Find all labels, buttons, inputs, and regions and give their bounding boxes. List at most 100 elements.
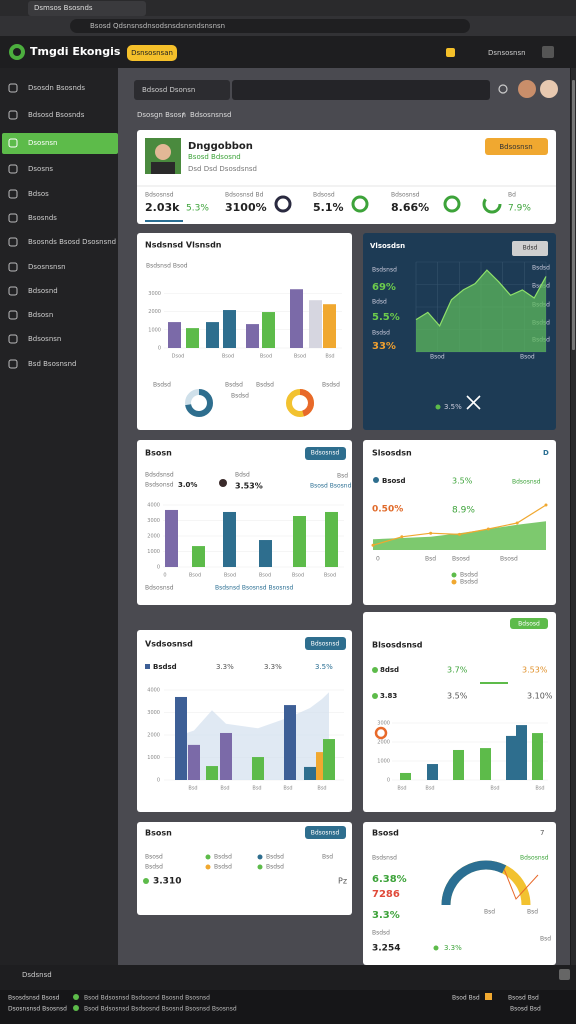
- area-line: [415, 269, 547, 327]
- label: Bsdsnsd Bsosnsd Bsosnsd: [215, 585, 293, 592]
- sidebar-item: Bsosnds: [28, 214, 57, 222]
- label: Dsnsosnsn: [488, 49, 526, 57]
- search-box[interactable]: [134, 80, 230, 100]
- bar: [506, 735, 517, 780]
- label: Nsdsnsd Vlsnsdn: [145, 241, 222, 250]
- bar: [246, 324, 259, 348]
- label: 3.5%: [452, 477, 473, 486]
- dot: [205, 854, 211, 860]
- card: [137, 822, 352, 915]
- profile-button[interactable]: [485, 138, 548, 155]
- label: 0: [376, 556, 380, 563]
- y-tick-label: 4000: [147, 688, 160, 694]
- label: Bdsosnsd Bd: [225, 192, 264, 199]
- label: Bsdsnsd: [372, 855, 397, 862]
- search-icon[interactable]: [498, 84, 508, 94]
- label: Bsosd: [382, 477, 406, 485]
- label: Bsdsd: [231, 393, 249, 400]
- bar: [532, 733, 543, 780]
- label: 3.3%: [216, 663, 234, 671]
- sidebar-active[interactable]: [2, 133, 118, 154]
- dot: [435, 404, 441, 410]
- label: Bsdsd: [214, 864, 232, 871]
- label: Bsosd: [452, 556, 470, 563]
- dot: [219, 479, 227, 487]
- bar: [323, 304, 336, 348]
- label: Bdsosnsd: [311, 450, 340, 457]
- bar: [304, 766, 316, 780]
- logo-icon: [13, 48, 21, 56]
- search-field[interactable]: [232, 80, 490, 100]
- y-tick-label: 0: [157, 565, 160, 571]
- x-tick-label: Bsod: [294, 354, 306, 360]
- tab-underline: [145, 220, 183, 222]
- bar: [262, 312, 275, 348]
- card-button[interactable]: [512, 241, 548, 256]
- card-pill[interactable]: [510, 618, 548, 629]
- icon: [374, 726, 388, 740]
- sidebar-item: Bsosnds Bsosd Dsosnsnd: [28, 238, 116, 246]
- sidebar-icon: [8, 110, 18, 120]
- label: Bdsd: [235, 472, 250, 479]
- scroll-thumb[interactable]: [572, 80, 575, 350]
- sidebar-item: Bdsosnd: [28, 287, 58, 295]
- url-field[interactable]: [70, 19, 470, 33]
- card-button[interactable]: [305, 447, 346, 460]
- x-tick-label: Bsd: [425, 786, 434, 792]
- x-tick-label: Bsd: [283, 786, 292, 792]
- dot: [257, 854, 263, 860]
- label: Bsdsd: [322, 382, 340, 389]
- card-button[interactable]: [305, 826, 346, 839]
- label: Bdsosd: [313, 192, 335, 199]
- bar: [175, 696, 187, 780]
- header-button[interactable]: [127, 45, 177, 61]
- y-tick-label: 2000: [147, 534, 160, 540]
- line-point: [371, 543, 375, 547]
- footer: [0, 990, 576, 1024]
- avatar[interactable]: [540, 80, 558, 98]
- label: 8.66%: [391, 201, 429, 214]
- label: Bsdsd: [532, 265, 550, 272]
- label: Dsmsos Bsosnds: [34, 4, 93, 12]
- label: Bd: [508, 192, 516, 199]
- dot: [205, 864, 211, 870]
- label: Bsdsd: [460, 572, 478, 579]
- label: 2.03k: [145, 201, 180, 214]
- label: 3.310: [153, 877, 181, 887]
- x-tick-label: Bsod: [260, 354, 272, 360]
- label: Bsdsd: [153, 663, 177, 671]
- profile-card: [137, 130, 556, 224]
- bar: [192, 546, 205, 567]
- y-tick-label: 3000: [147, 710, 160, 716]
- label: 7.9%: [508, 204, 531, 214]
- tab[interactable]: [28, 1, 146, 16]
- legend-icon: [145, 664, 150, 669]
- label: Pz: [338, 877, 347, 886]
- label: Bdsd: [523, 245, 538, 252]
- close-icon[interactable]: [466, 395, 481, 410]
- avatar[interactable]: [518, 80, 536, 98]
- line-point: [544, 503, 548, 507]
- sidebar-item: Bsd Bsosnsnd: [28, 360, 76, 368]
- label: 3.0%: [178, 481, 197, 489]
- label: Bdsosd: [518, 621, 540, 628]
- sidebar-icon: [8, 164, 18, 174]
- sidebar-icon: [8, 213, 18, 223]
- sidebar-item: Bdsos: [28, 190, 49, 198]
- footer-icon: [485, 993, 492, 1000]
- dot: [451, 572, 457, 578]
- label: Bsdsd: [214, 854, 232, 861]
- status-icon[interactable]: [559, 969, 570, 980]
- x-tick-label: Bsod: [222, 354, 234, 360]
- label: 33%: [372, 341, 396, 352]
- icon[interactable]: [542, 46, 554, 58]
- card-button[interactable]: [305, 637, 346, 650]
- label: Bsosd Bsd: [508, 995, 539, 1002]
- y-tick-label: 1000: [148, 327, 161, 333]
- line-point: [429, 531, 433, 535]
- label: Bsosdsnsd Bsosd: [8, 995, 60, 1002]
- sidebar-icon: [8, 83, 18, 93]
- bar: [165, 509, 178, 567]
- label: Dsd Dsd Dsosdsnsd: [188, 165, 257, 173]
